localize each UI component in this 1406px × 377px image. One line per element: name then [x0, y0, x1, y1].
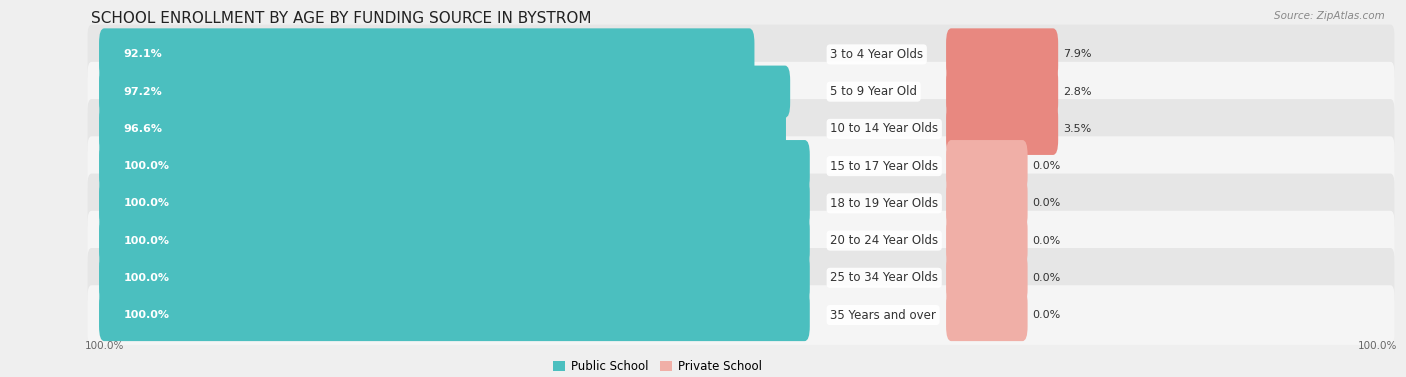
Text: 3.5%: 3.5% [1063, 124, 1091, 134]
Text: 18 to 19 Year Olds: 18 to 19 Year Olds [830, 197, 938, 210]
FancyBboxPatch shape [87, 136, 1395, 196]
Text: 7.9%: 7.9% [1063, 49, 1092, 60]
Text: 10 to 14 Year Olds: 10 to 14 Year Olds [830, 123, 938, 135]
Text: 35 Years and over: 35 Years and over [830, 308, 936, 322]
FancyBboxPatch shape [98, 177, 810, 230]
Text: 97.2%: 97.2% [124, 87, 162, 97]
FancyBboxPatch shape [87, 248, 1395, 308]
Text: 100.0%: 100.0% [124, 198, 169, 208]
FancyBboxPatch shape [946, 140, 1028, 192]
Text: 15 to 17 Year Olds: 15 to 17 Year Olds [830, 159, 938, 173]
Text: Source: ZipAtlas.com: Source: ZipAtlas.com [1274, 11, 1385, 21]
Text: 100.0%: 100.0% [124, 310, 169, 320]
FancyBboxPatch shape [98, 103, 786, 155]
Text: SCHOOL ENROLLMENT BY AGE BY FUNDING SOURCE IN BYSTROM: SCHOOL ENROLLMENT BY AGE BY FUNDING SOUR… [91, 11, 592, 26]
FancyBboxPatch shape [98, 28, 755, 80]
Text: 2.8%: 2.8% [1063, 87, 1092, 97]
FancyBboxPatch shape [946, 28, 1059, 80]
FancyBboxPatch shape [946, 177, 1028, 230]
Text: 20 to 24 Year Olds: 20 to 24 Year Olds [830, 234, 938, 247]
Text: 25 to 34 Year Olds: 25 to 34 Year Olds [830, 271, 938, 284]
FancyBboxPatch shape [946, 103, 1059, 155]
Text: 92.1%: 92.1% [124, 49, 162, 60]
Text: 5 to 9 Year Old: 5 to 9 Year Old [830, 85, 917, 98]
Text: 96.6%: 96.6% [124, 124, 162, 134]
Text: 0.0%: 0.0% [1032, 198, 1062, 208]
FancyBboxPatch shape [87, 25, 1395, 84]
FancyBboxPatch shape [946, 252, 1028, 304]
FancyBboxPatch shape [98, 252, 810, 304]
FancyBboxPatch shape [98, 66, 790, 118]
Text: 0.0%: 0.0% [1032, 310, 1062, 320]
Text: 3 to 4 Year Olds: 3 to 4 Year Olds [830, 48, 924, 61]
FancyBboxPatch shape [98, 215, 810, 267]
Text: 100.0%: 100.0% [124, 236, 169, 245]
FancyBboxPatch shape [87, 173, 1395, 233]
FancyBboxPatch shape [98, 289, 810, 341]
FancyBboxPatch shape [87, 99, 1395, 159]
FancyBboxPatch shape [87, 62, 1395, 121]
FancyBboxPatch shape [87, 211, 1395, 270]
FancyBboxPatch shape [98, 140, 810, 192]
FancyBboxPatch shape [946, 66, 1059, 118]
Text: 0.0%: 0.0% [1032, 273, 1062, 283]
Text: 0.0%: 0.0% [1032, 236, 1062, 245]
Text: 100.0%: 100.0% [124, 161, 169, 171]
FancyBboxPatch shape [946, 215, 1028, 267]
Text: 0.0%: 0.0% [1032, 161, 1062, 171]
FancyBboxPatch shape [87, 285, 1395, 345]
FancyBboxPatch shape [946, 289, 1028, 341]
Legend: Public School, Private School: Public School, Private School [548, 356, 766, 377]
Text: 100.0%: 100.0% [124, 273, 169, 283]
